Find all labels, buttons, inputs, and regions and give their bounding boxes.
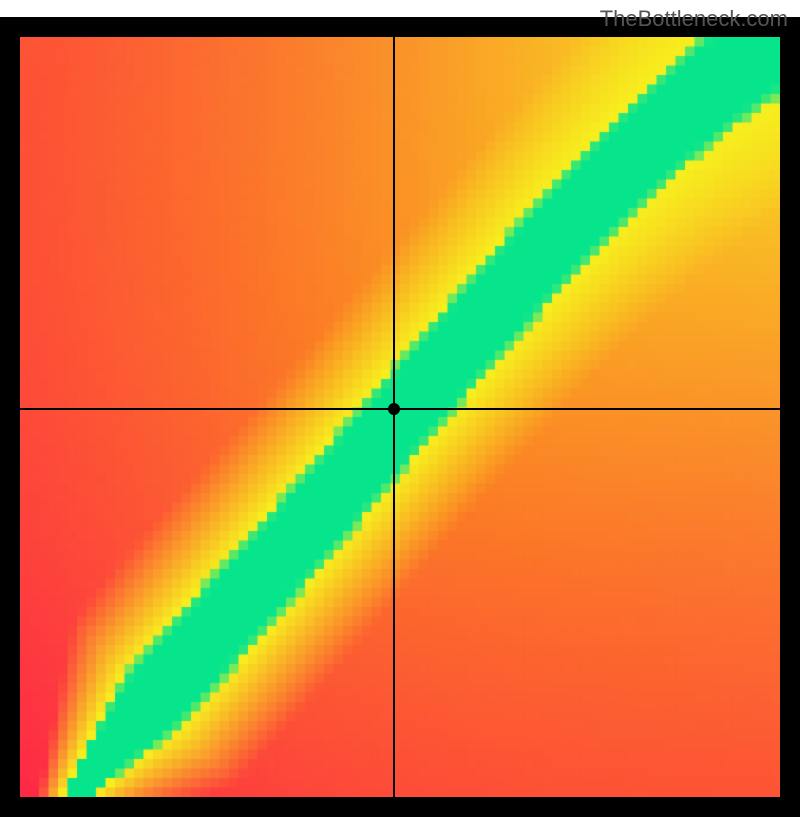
- crosshair-horizontal: [20, 408, 780, 410]
- frame-right: [780, 17, 800, 817]
- frame-bottom: [0, 797, 800, 817]
- crosshair-vertical: [393, 37, 395, 797]
- chart-stage: TheBottleneck.com: [0, 0, 800, 800]
- frame-left: [0, 17, 20, 817]
- heatmap-canvas: [20, 37, 780, 797]
- watermark-text: TheBottleneck.com: [600, 6, 788, 32]
